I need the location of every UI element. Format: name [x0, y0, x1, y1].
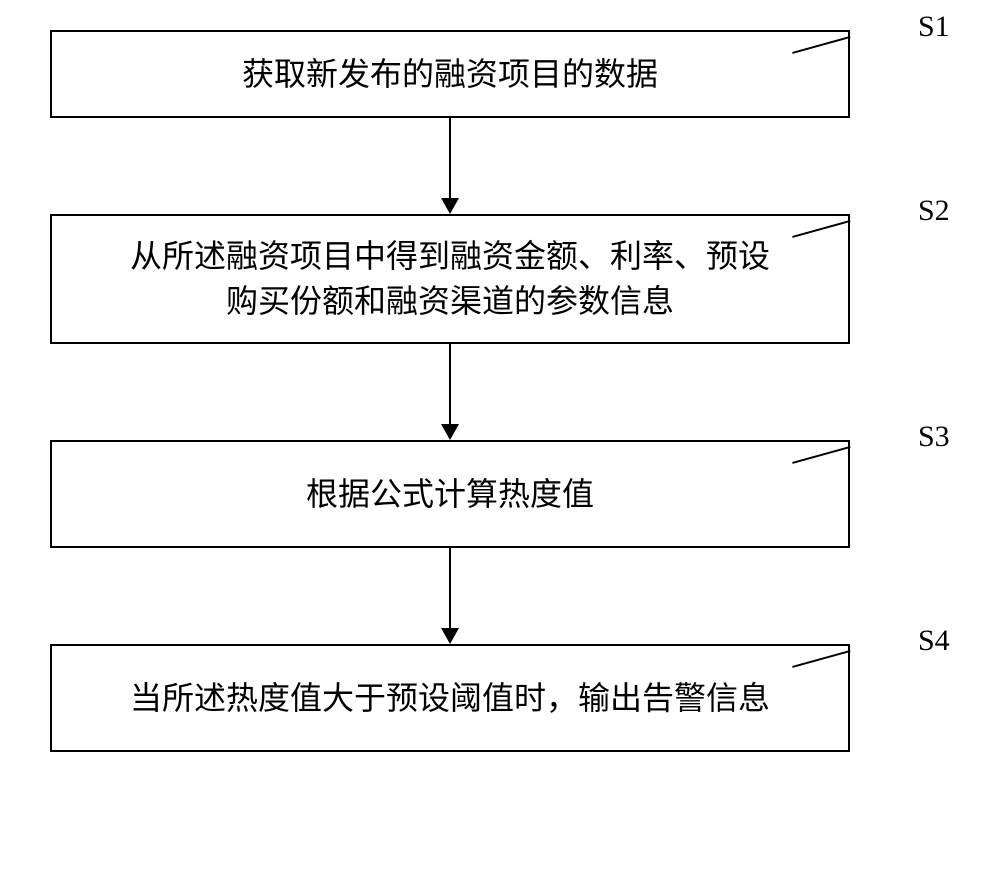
flowchart-arrow — [50, 344, 850, 440]
flowchart-arrow — [50, 118, 850, 214]
flowchart-node: 从所述融资项目中得到融资金额、利率、预设 购买份额和融资渠道的参数信息 — [50, 214, 850, 344]
flowchart-step-s1: 获取新发布的融资项目的数据S1 — [50, 30, 950, 118]
step-label-s1: S1 — [918, 10, 950, 44]
step-label-s4: S4 — [918, 624, 950, 658]
flowchart-node-text: 获取新发布的融资项目的数据 — [242, 52, 658, 97]
flowchart-step-s3: 根据公式计算热度值S3 — [50, 440, 950, 548]
flowchart-step-s2: 从所述融资项目中得到融资金额、利率、预设 购买份额和融资渠道的参数信息S2 — [50, 214, 950, 344]
arrow-line — [449, 118, 451, 198]
arrow-line — [449, 548, 451, 628]
flowchart-node-text: 当所述热度值大于预设阈值时，输出告警信息 — [130, 676, 770, 721]
flowchart-node-text: 从所述融资项目中得到融资金额、利率、预设 购买份额和融资渠道的参数信息 — [130, 234, 770, 324]
arrow-head-icon — [441, 628, 459, 644]
flowchart-step-s4: 当所述热度值大于预设阈值时，输出告警信息S4 — [50, 644, 950, 752]
flowchart-node: 获取新发布的融资项目的数据 — [50, 30, 850, 118]
arrow-line — [449, 344, 451, 424]
flowchart-node: 当所述热度值大于预设阈值时，输出告警信息 — [50, 644, 850, 752]
flowchart-arrow — [50, 548, 850, 644]
arrow-head-icon — [441, 424, 459, 440]
step-label-s3: S3 — [918, 420, 950, 454]
flowchart-container: 获取新发布的融资项目的数据S1 从所述融资项目中得到融资金额、利率、预设 购买份额… — [50, 30, 950, 752]
step-label-s2: S2 — [918, 194, 950, 228]
flowchart-node-text: 根据公式计算热度值 — [306, 472, 594, 517]
arrow-head-icon — [441, 198, 459, 214]
flowchart-node: 根据公式计算热度值 — [50, 440, 850, 548]
